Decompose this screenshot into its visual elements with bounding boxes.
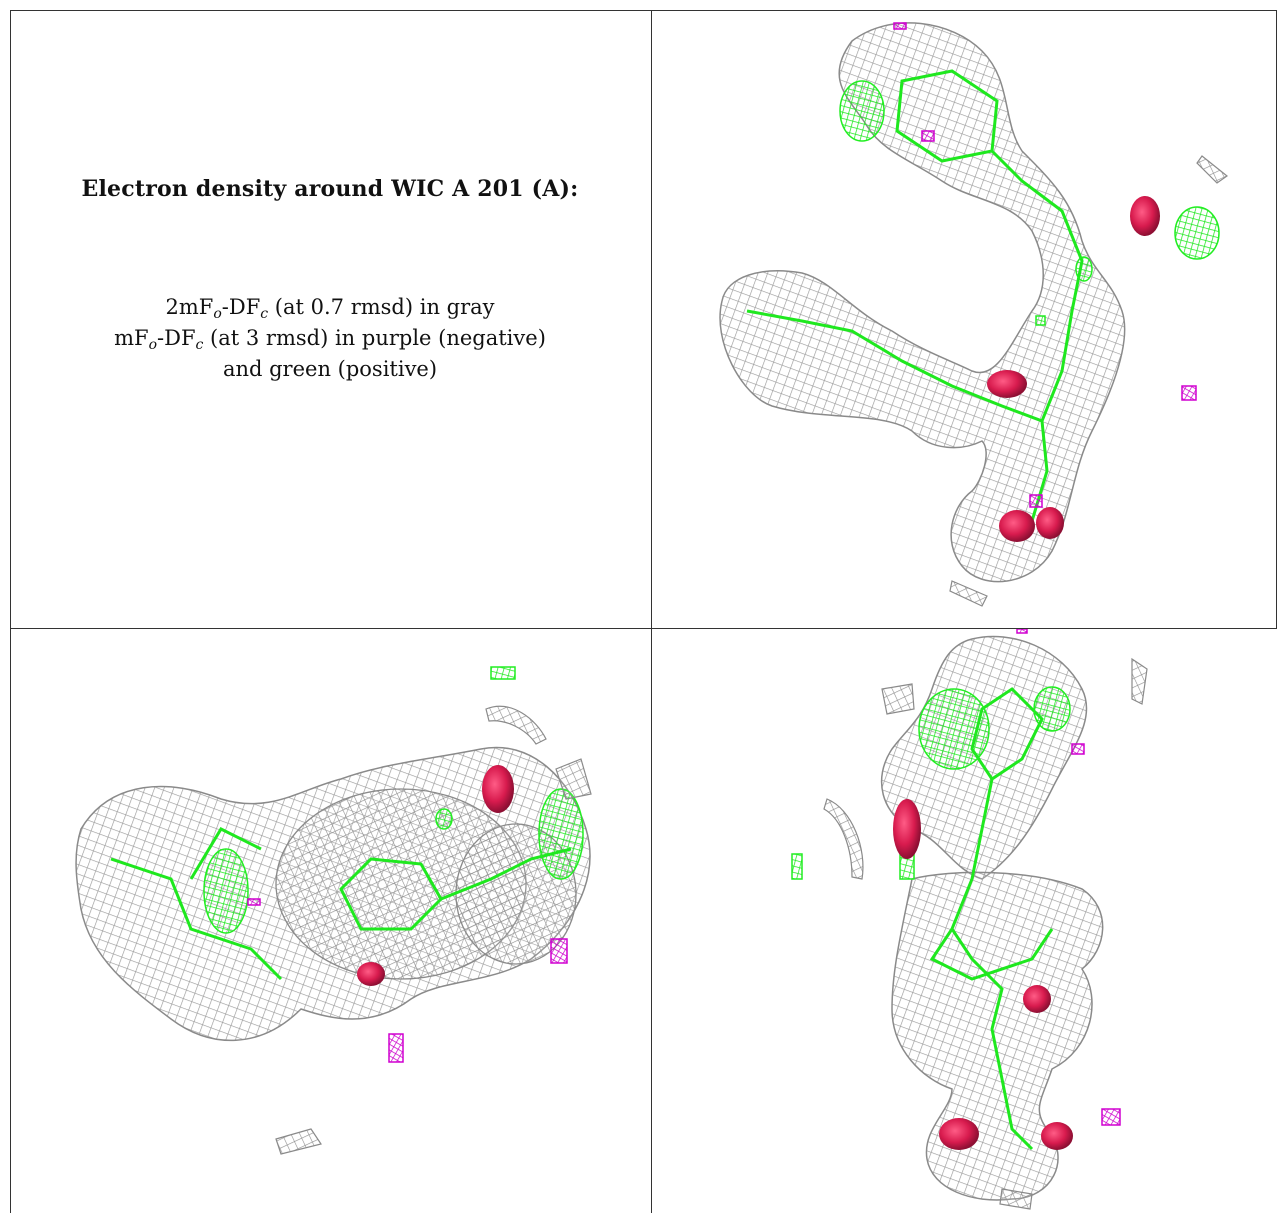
legend-cell: Electron density around WIC A 201 (A): 2… [10,10,650,618]
legend-line-positive: and green (positive) [222,357,438,381]
legend-line-difference: mFo-DFc (at 3 rmsd) in purple (negative) [114,326,546,353]
outer-top-border [10,10,1277,11]
middle-divider [10,628,1277,629]
legend-line-gray: 2mFo-DFc (at 0.7 rmsd) in gray [165,295,495,322]
center-divider [651,10,652,1213]
density-view-top-right [652,11,1276,628]
legend-text: 2mFo-DFc (at 0.7 rmsd) in gray mFo-DFc (… [10,292,650,385]
legend-title: Electron density around WIC A 201 (A): [81,176,579,202]
outer-right-border [1276,10,1277,628]
outer-left-border [10,10,11,1213]
density-view-bottom-left [11,629,651,1213]
density-view-bottom-right [652,629,1276,1213]
